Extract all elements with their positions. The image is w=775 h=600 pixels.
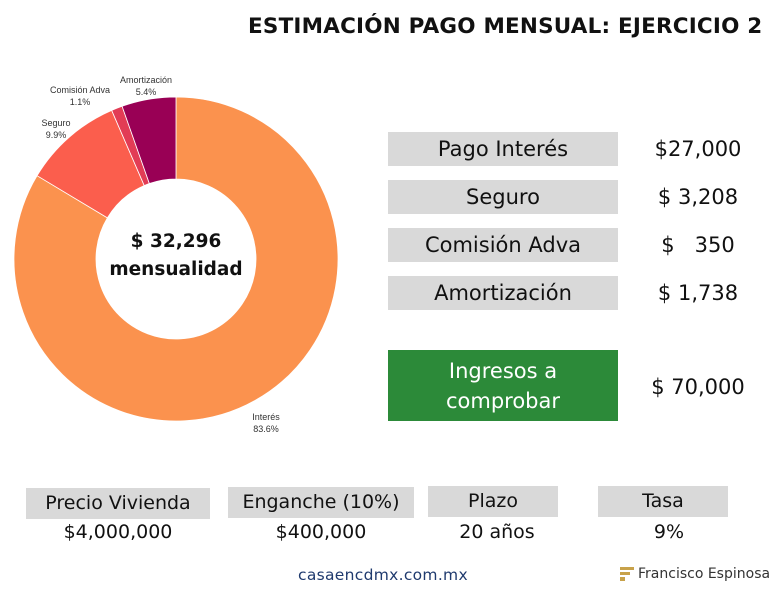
slice-label: Seguro xyxy=(41,118,70,128)
brand-icon xyxy=(620,567,634,581)
param-label-enganche: Enganche (10%) xyxy=(228,487,414,518)
slice-percent-label: 5.4% xyxy=(136,87,157,97)
donut-slice-amortizaci-n xyxy=(121,96,177,185)
brand-name: Francisco Espinosa xyxy=(638,566,771,582)
param-value-plazo: 20 años xyxy=(459,521,535,543)
breakdown-value-comision: $ 350 xyxy=(661,233,735,257)
breakdown-label-seguro: Seguro xyxy=(388,180,618,214)
param-value-precio: $4,000,000 xyxy=(63,521,173,543)
breakdown-label-interes: Pago Interés xyxy=(388,132,618,166)
income-value: $ 70,000 xyxy=(651,375,745,399)
page-title: ESTIMACIÓN PAGO MENSUAL: EJERCICIO 2 xyxy=(248,14,763,39)
slice-percent-label: 1.1% xyxy=(70,97,91,107)
monthly-payment-caption: mensualidad xyxy=(109,259,243,280)
donut-slice-inter-s xyxy=(13,96,339,422)
param-value-tasa: 9% xyxy=(653,521,685,543)
param-value-enganche: $400,000 xyxy=(275,521,367,543)
breakdown-value-seguro: $ 3,208 xyxy=(657,185,739,209)
monthly-payment-total: $ 32,296 mensualidad xyxy=(96,228,256,284)
breakdown-label-amortizacion: Amortización xyxy=(388,276,618,310)
slice-percent-label: 83.6% xyxy=(253,424,279,434)
monthly-payment-amount: $ 32,296 xyxy=(130,231,222,252)
breakdown-value-amortizacion: $ 1,738 xyxy=(657,281,739,305)
param-label-precio: Precio Vivienda xyxy=(26,488,210,519)
param-label-plazo: Plazo xyxy=(428,486,558,517)
breakdown-value-interes: $27,000 xyxy=(654,137,742,161)
brand-logo: Francisco Espinosa xyxy=(620,566,770,582)
donut-chart: Interés 83.6% Seguro 9.9% Comisión Adva 1.1% A… xyxy=(13,75,339,434)
slice-label: Comisión Adva xyxy=(50,85,110,95)
param-label-tasa: Tasa xyxy=(598,486,728,517)
income-label-box: Ingresos a comprobar xyxy=(388,350,618,421)
slice-percent-label: 9.9% xyxy=(46,130,67,140)
breakdown-label-comision: Comisión Adva xyxy=(388,228,618,262)
slice-label: Amortización xyxy=(120,75,172,85)
income-label-line1: Ingresos a xyxy=(448,358,558,383)
income-label-line2: comprobar xyxy=(445,388,561,413)
slice-label: Interés xyxy=(252,412,280,422)
site-url: casaencdmx.com.mx xyxy=(298,566,468,584)
